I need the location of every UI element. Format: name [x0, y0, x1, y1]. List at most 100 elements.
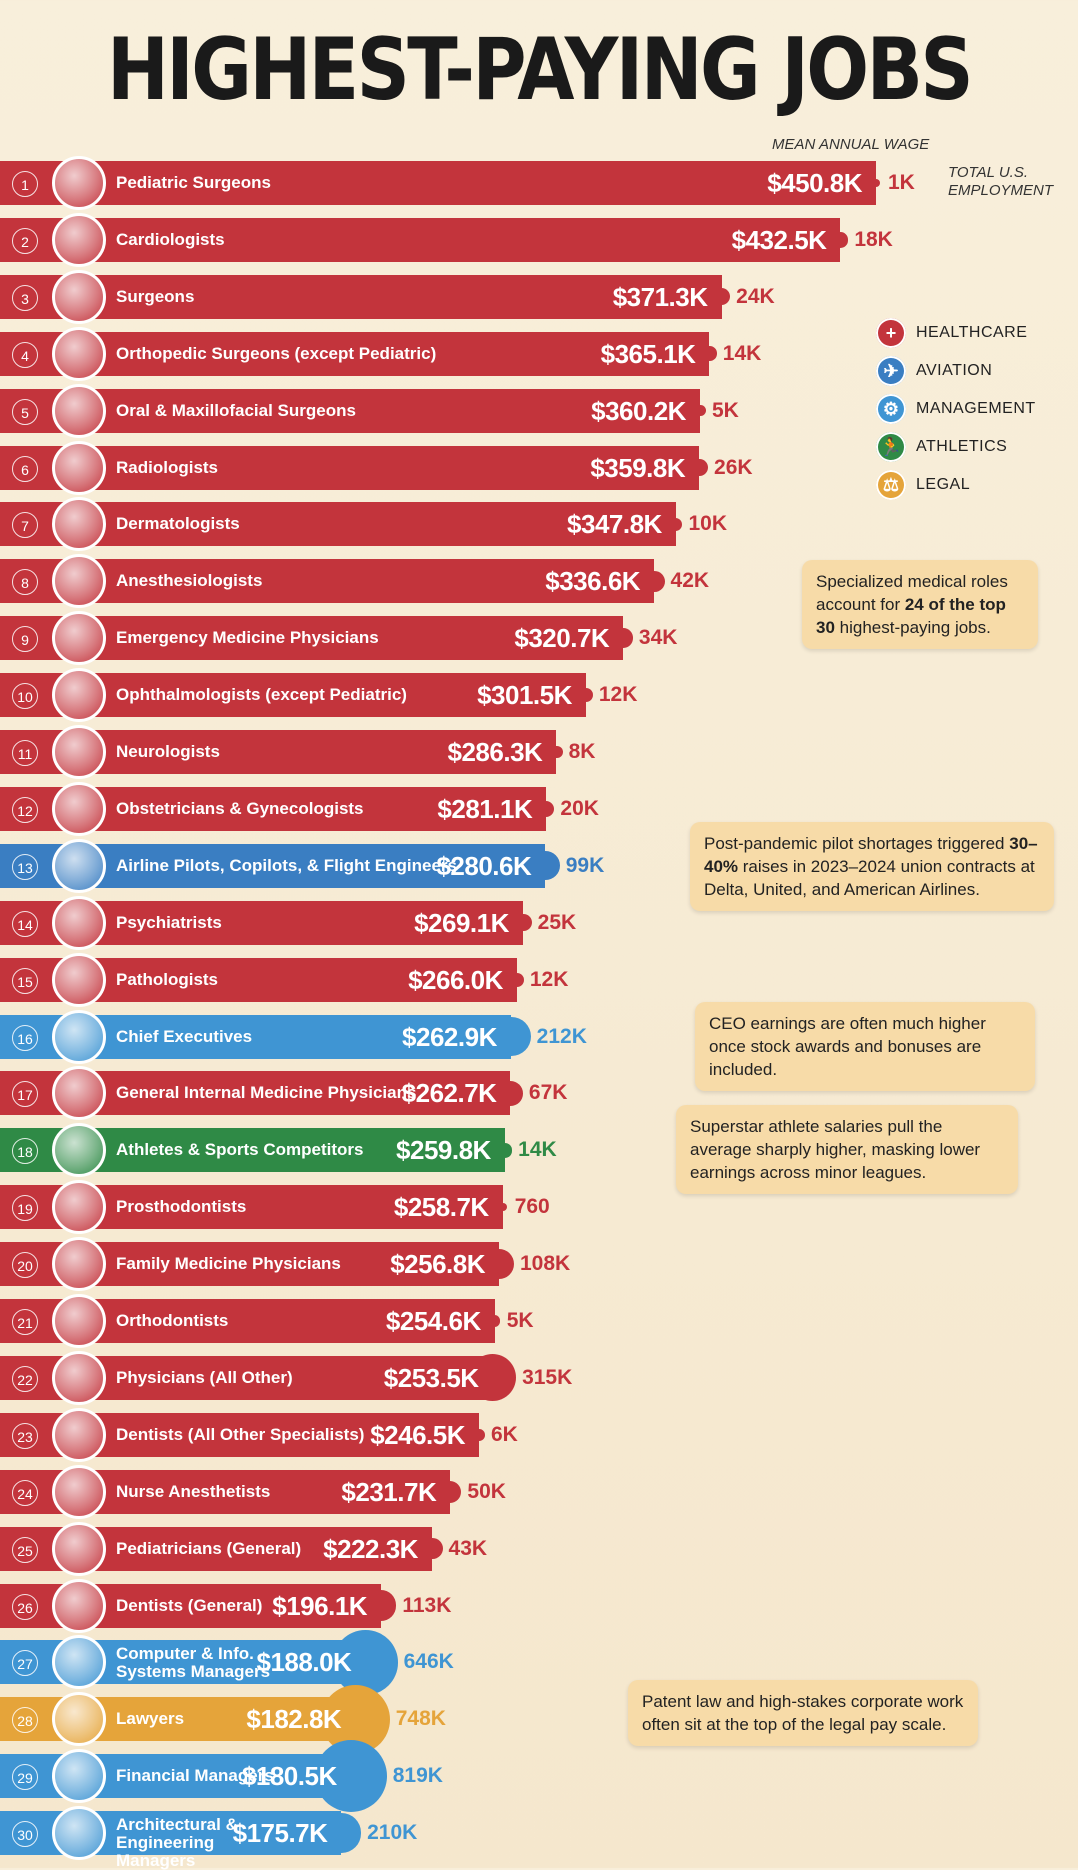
note-emphasis: 24 of the top 30: [816, 595, 1006, 637]
legend-label: HEALTHCARE: [916, 324, 1028, 341]
wage-value: $196.1K: [272, 1590, 368, 1621]
job-label: Psychiatrists: [116, 912, 222, 932]
job-label: Athletes & Sports Competitors: [116, 1140, 364, 1160]
wage-value: $371.3K: [612, 281, 708, 312]
wage-value: $262.9K: [402, 1021, 497, 1052]
job-photo: [52, 1180, 106, 1235]
job-label: Dermatologists: [116, 514, 240, 534]
page-title: HIGHEST-PAYING JOBS: [106, 20, 974, 120]
note-text: Post-pandemic pilot shortages triggered: [704, 834, 1010, 853]
rank-badge: 1: [12, 171, 38, 197]
job-label: Lawyers: [116, 1709, 185, 1729]
rank-badge: 19: [12, 1195, 38, 1222]
rank-badge: 30: [12, 1821, 38, 1848]
job-label: Airline Pilots, Copilots, & Flight Engin…: [116, 855, 457, 875]
job-photo: [52, 952, 106, 1007]
rank-badge: 18: [12, 1138, 38, 1165]
job-label: Prosthodontists: [116, 1197, 247, 1217]
employment-marker: [489, 1315, 501, 1327]
rank-badge: 10: [12, 683, 38, 710]
annotation-note: Specialized medical roles account for 24…: [802, 560, 1038, 649]
bar-row: 7 Dermatologists $347.8K 10K: [0, 497, 1078, 552]
employment-value: 18K: [854, 227, 893, 251]
employment-value: 819K: [392, 1764, 443, 1788]
employment-value: 14K: [518, 1138, 557, 1162]
employment-value: 5K: [711, 398, 739, 422]
job-photo: [52, 1294, 106, 1348]
rank-badge: 20: [12, 1252, 38, 1279]
wage-value: $246.5K: [370, 1419, 465, 1450]
job-photo: [52, 1407, 106, 1462]
bar-row: 21 Orthodontists $254.6K 5K: [0, 1294, 1078, 1348]
bar-row: 13 Airline Pilots, Copilots, & Flight Eng…: [0, 838, 1078, 893]
annotation-note: Patent law and high-stakes corporate wor…: [628, 1680, 978, 1746]
bar-row: 25 Pediatricians (General) $222.3K 43K: [0, 1521, 1078, 1576]
rank-badge: 7: [12, 512, 38, 539]
job-photo: [52, 440, 106, 495]
job-label: Orthopedic Surgeons (except Pediatric): [116, 343, 437, 363]
bar-row: 20 Family Medicine Physicians $256.8K 108K: [0, 1237, 1078, 1292]
wage-value: $231.7K: [341, 1476, 437, 1507]
bar-row: 5 Oral & Maxillofacial Surgeons $360.2K 5K: [0, 383, 1078, 438]
job-photo: [52, 611, 106, 666]
job-photo: [52, 156, 106, 210]
rank-badge: 29: [12, 1764, 38, 1791]
bar-row: 8 Anesthesiologists $336.6K 42K: [0, 554, 1078, 609]
wage-value: $365.1K: [600, 338, 696, 369]
employment-value: 43K: [448, 1536, 488, 1560]
employment-value: 113K: [402, 1593, 452, 1617]
job-label: Surgeons: [116, 286, 195, 306]
bar-row: 2 Cardiologists $432.5K 18K: [0, 212, 1078, 267]
legend-label: ATHLETICS: [916, 438, 1008, 455]
wage-bar: [0, 388, 700, 433]
job-photo: [52, 212, 106, 267]
legend-item-aviation: ✈ AVIATION: [876, 356, 1056, 388]
wage-bar: [0, 274, 722, 319]
bar-row: 23 Dentists (All Other Specialists) $246.5…: [0, 1407, 1078, 1462]
legend-label: AVIATION: [916, 362, 993, 379]
job-photo: [52, 497, 106, 552]
rank-badge: 4: [12, 341, 38, 368]
wage-value: $286.3K: [447, 737, 543, 767]
gear-icon: ⚙: [876, 394, 906, 424]
job-label: Emergency Medicine Physicians: [116, 628, 379, 648]
rank-badge: 17: [12, 1081, 38, 1108]
wage-value: $180.5K: [241, 1761, 337, 1792]
job-photo: [52, 1237, 106, 1292]
bar-row: 18 Athletes & Sports Competitors $259.8K 14…: [0, 1123, 1078, 1178]
legend-label: MANAGEMENT: [916, 400, 1036, 417]
rank-badge: 14: [12, 910, 38, 937]
bar-row: 3 Surgeons $371.3K 24K: [0, 269, 1078, 324]
rank-badge: 22: [12, 1365, 38, 1392]
gavel-icon: ⚖: [876, 470, 906, 500]
job-label: General Internal Medicine Physicians: [116, 1083, 417, 1103]
job-label: Chief Executives: [116, 1026, 253, 1046]
rank-badge: 5: [12, 398, 38, 425]
wage-bar: [0, 217, 841, 262]
employment-value: 210K: [367, 1821, 418, 1845]
job-photo: [52, 1066, 106, 1121]
job-label: Obstetricians & Gynecologists: [116, 798, 364, 818]
wage-value: $301.5K: [477, 680, 572, 711]
employment-value: 5K: [506, 1309, 534, 1332]
annotation-note: Superstar athlete salaries pull the aver…: [676, 1105, 1018, 1194]
bar-row: 4 Orthopedic Surgeons (except Pediatric) $…: [0, 326, 1078, 381]
job-photo: [52, 1635, 106, 1690]
wage-value: $266.0K: [408, 964, 503, 995]
wage-value: $347.8K: [567, 509, 662, 540]
bar-row: 11 Neurologists $286.3K 8K: [0, 725, 1078, 779]
rank-badge: 13: [12, 853, 38, 880]
employment-value: 760: [514, 1195, 550, 1219]
job-label: Pathologists: [116, 969, 219, 989]
airplane-icon: ✈: [876, 356, 906, 386]
employment-value: 24K: [736, 284, 775, 308]
job-label: Ophthalmologists (except Pediatric): [116, 685, 407, 705]
bar-row: 10 Ophthalmologists (except Pediatric) $30…: [0, 668, 1078, 723]
job-photo: [52, 269, 106, 324]
job-label: Physicians (All Other): [116, 1367, 293, 1387]
rank-badge: 11: [12, 740, 38, 766]
annotation-note: CEO earnings are often much higher once …: [695, 1002, 1035, 1091]
employment-value: 20K: [560, 796, 599, 820]
wage-value: $256.8K: [390, 1249, 486, 1280]
job-photo: [52, 383, 106, 438]
